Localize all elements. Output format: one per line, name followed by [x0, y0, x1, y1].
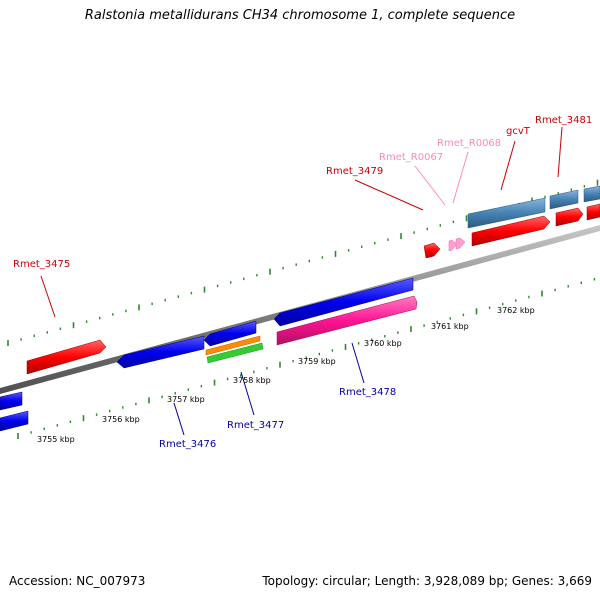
leader-line-rmet-3477 — [240, 371, 255, 416]
label-rmet-3475: Rmet_3475 — [13, 259, 70, 270]
gene-rmet-r0068[interactable] — [455, 237, 466, 250]
leader-line-rmet-3478 — [351, 342, 365, 384]
tick-row-upper — [7, 179, 599, 346]
map-title: Ralstonia metallidurans CH34 chromosome … — [84, 8, 516, 23]
scale-label-3756: 3756 kbp — [102, 415, 140, 424]
gene-steelblue-1[interactable] — [467, 197, 546, 229]
leader-line-rmet-3475 — [40, 275, 56, 318]
label-rmet-3478: Rmet_3478 — [339, 387, 396, 398]
label-rmet-r0067: Rmet_R0067 — [379, 152, 443, 163]
gene-rmet-r0067[interactable] — [448, 239, 458, 252]
accession-text: Accession: NC_007973 — [9, 574, 146, 588]
gene-rmet-3476[interactable] — [116, 335, 205, 369]
gene-rmet-3477-orange[interactable] — [205, 335, 261, 356]
gene-rmet-3475[interactable] — [26, 339, 107, 375]
gene-left-blue-1[interactable] — [0, 391, 23, 411]
leader-line-rmet-3476 — [173, 402, 185, 436]
scale-label-3761: 3761 kbp — [431, 322, 469, 331]
gene-steelblue-2[interactable] — [549, 189, 579, 210]
gene-left-blue-2[interactable] — [0, 410, 29, 432]
label-rmet-3477: Rmet_3477 — [227, 420, 284, 431]
leader-line-rmet-r0067 — [414, 165, 446, 206]
gene-rmet-3481[interactable] — [555, 207, 584, 227]
gene-rmet-3477[interactable] — [203, 320, 257, 347]
scale-label-3759: 3759 kbp — [298, 357, 336, 366]
leader-line-rmet-r0068 — [452, 151, 469, 204]
scale-label-3757: 3757 kbp — [167, 395, 205, 404]
label-rmet-3479: Rmet_3479 — [326, 166, 383, 177]
topology-text: Topology: circular; Length: 3,928,089 bp… — [262, 574, 592, 588]
leader-line-rmet-3481 — [557, 126, 563, 178]
label-rmet-r0068: Rmet_R0068 — [437, 138, 501, 149]
leader-line-gcvT — [500, 140, 516, 191]
label-rmet-3476: Rmet_3476 — [159, 439, 216, 450]
label-rmet-3481: Rmet_3481 — [535, 115, 592, 126]
gene-gcvT[interactable] — [471, 215, 551, 247]
scale-label-3758: 3758 kbp — [233, 376, 271, 385]
scale-label-3760: 3760 kbp — [364, 339, 402, 348]
leader-line-rmet-3479 — [354, 179, 424, 211]
gene-steelblue-3[interactable] — [583, 185, 600, 203]
tick-row-lower — [17, 278, 596, 439]
gene-next-forward[interactable] — [586, 203, 600, 221]
label-gcvT: gcvT — [506, 126, 531, 137]
gene-rmet-3479[interactable] — [423, 242, 441, 259]
scale-label-3762: 3762 kbp — [497, 306, 535, 315]
gene-rmet-3478-pink[interactable] — [276, 295, 418, 346]
scale-label-3755: 3755 kbp — [37, 435, 75, 444]
gene-rmet-3478-blue[interactable] — [273, 277, 414, 327]
gene-rmet-3477-green[interactable] — [206, 342, 264, 364]
